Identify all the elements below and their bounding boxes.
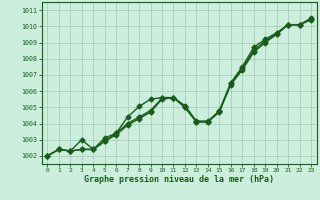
X-axis label: Graphe pression niveau de la mer (hPa): Graphe pression niveau de la mer (hPa) [84, 175, 274, 184]
